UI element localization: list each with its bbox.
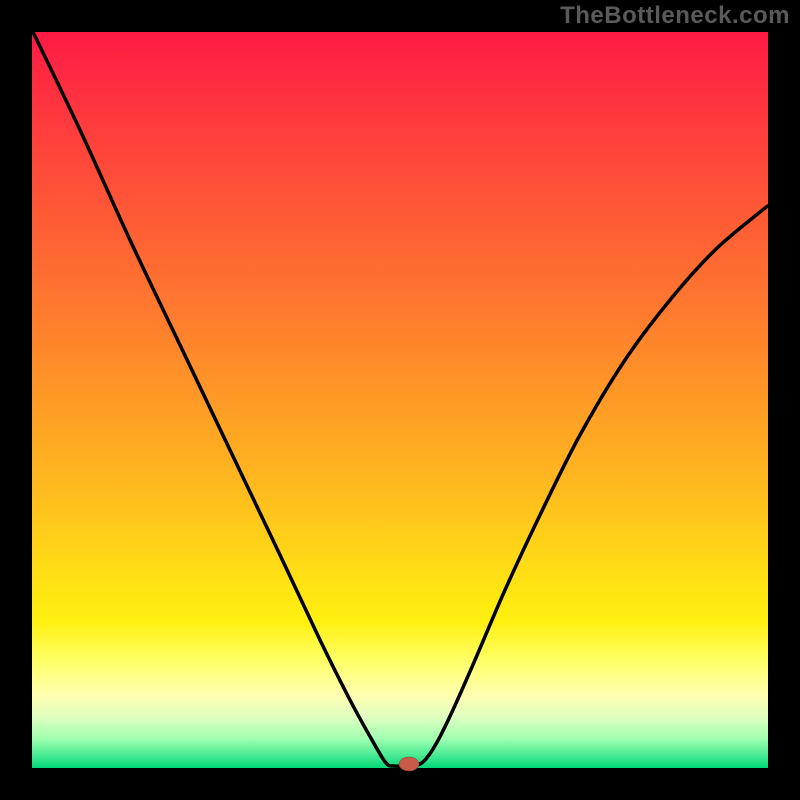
bottleneck-chart bbox=[0, 0, 800, 800]
plot-background bbox=[32, 32, 768, 768]
watermark-text: TheBottleneck.com bbox=[560, 2, 790, 30]
chart-container: TheBottleneck.com bbox=[0, 0, 800, 800]
optimal-point-marker bbox=[399, 757, 419, 771]
